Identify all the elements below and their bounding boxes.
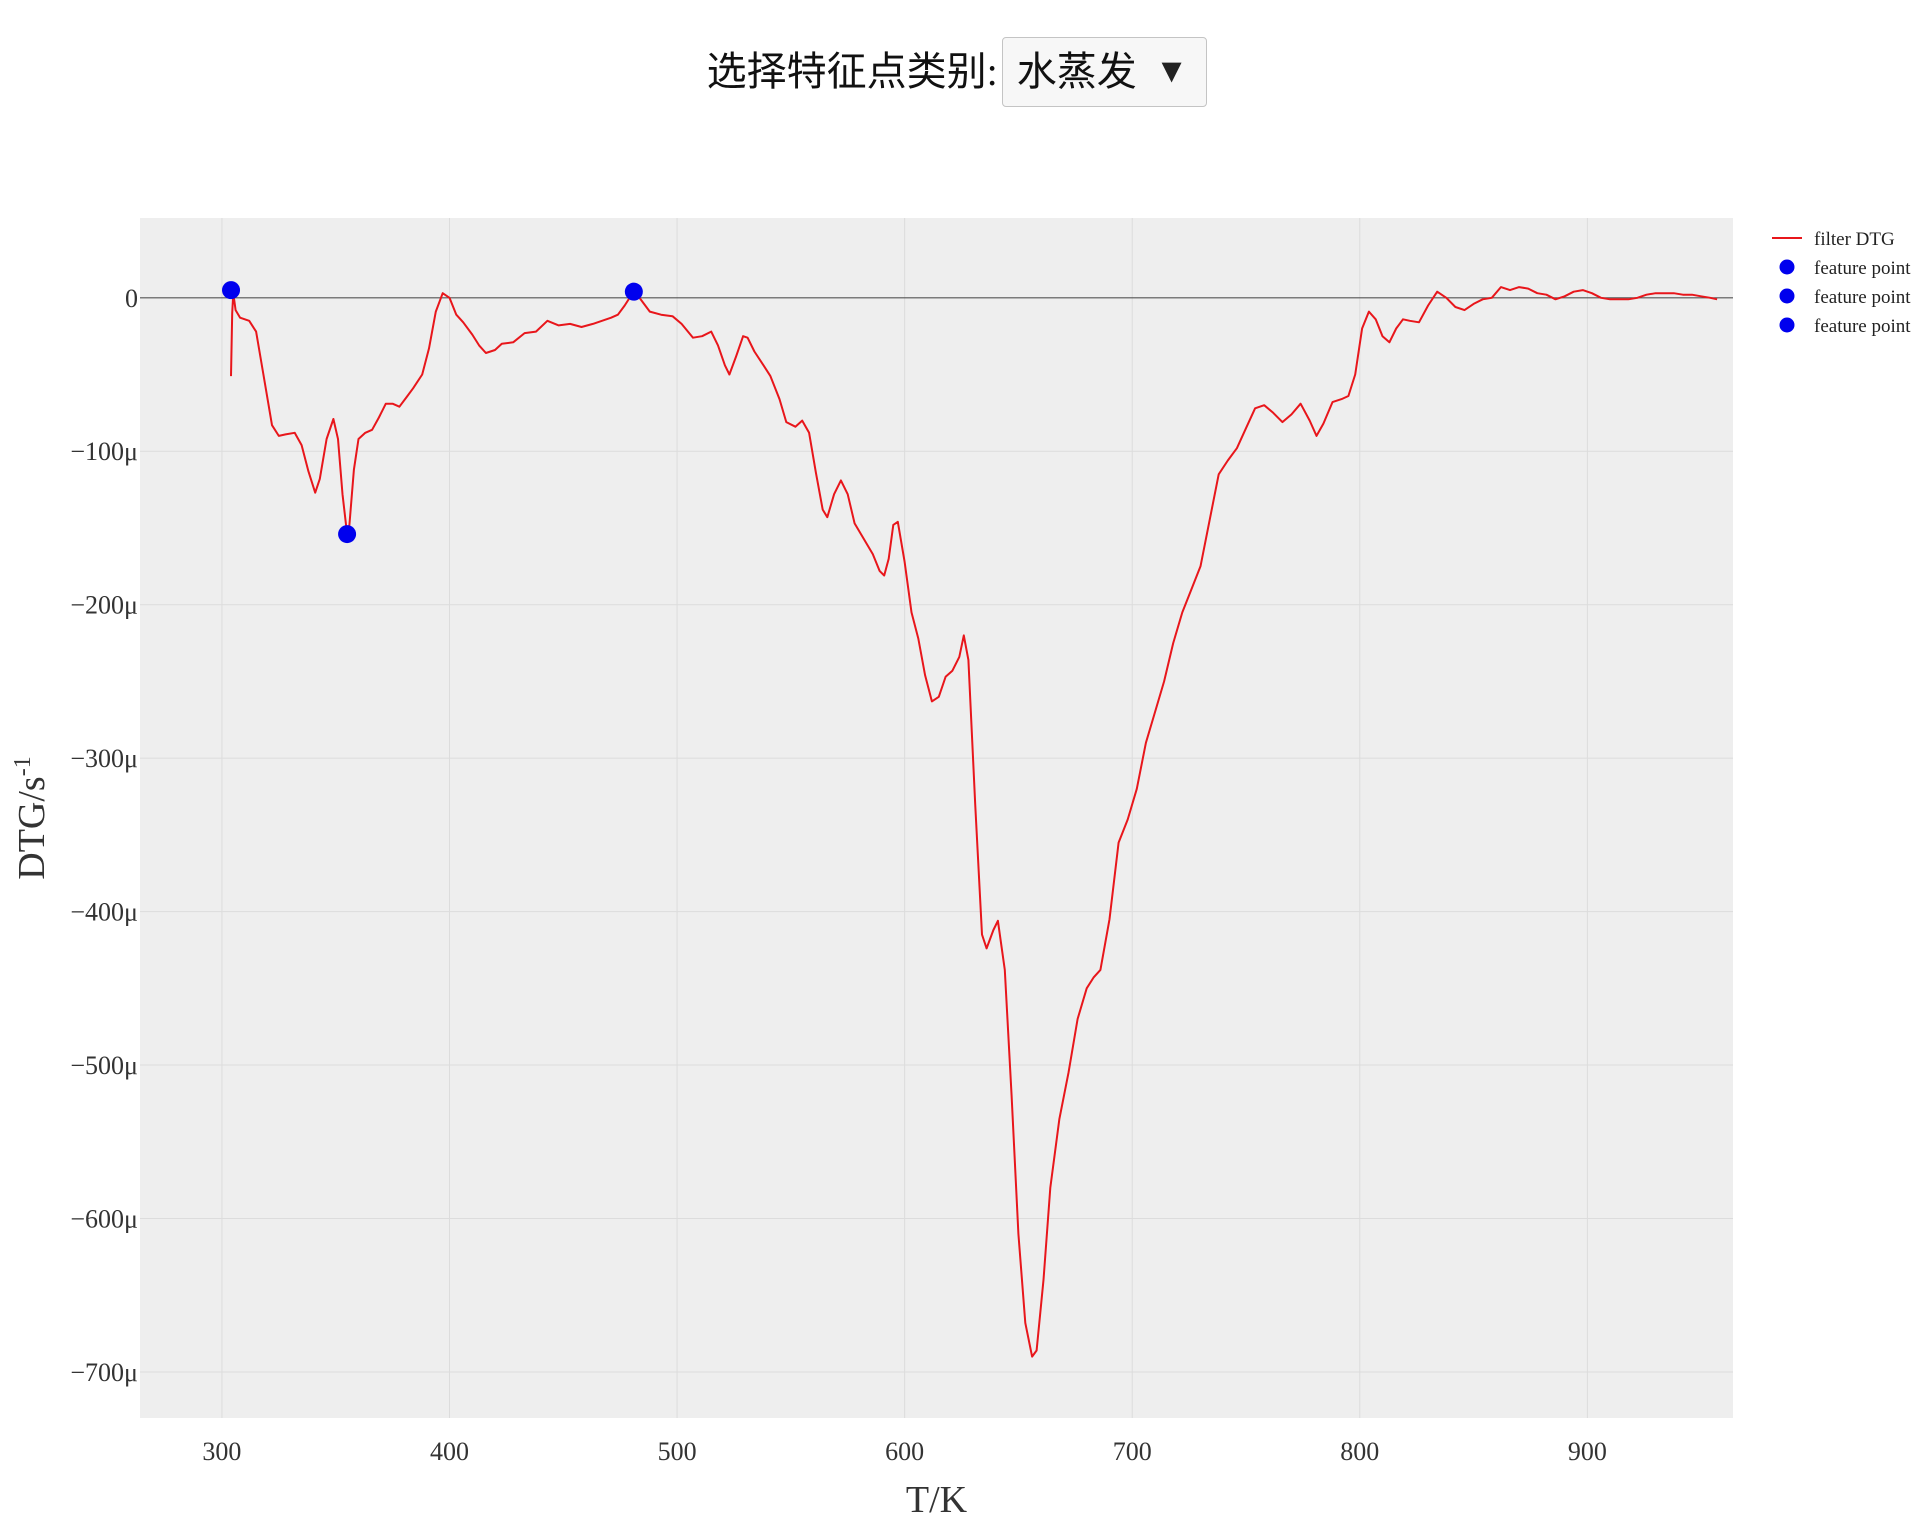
legend-item-label: filter DTG bbox=[1814, 229, 1895, 250]
x-axis-title: T/K bbox=[906, 1479, 968, 1521]
x-tick-label: 300 bbox=[202, 1437, 241, 1466]
selector-label: 选择特征点类别: bbox=[706, 49, 998, 94]
y-tick-label: −600μ bbox=[70, 1205, 138, 1234]
feature-point-marker bbox=[624, 282, 643, 301]
x-tick-label: 700 bbox=[1113, 1437, 1152, 1466]
x-tick-label: 800 bbox=[1340, 1437, 1379, 1466]
y-axis-title: DTG/s-1 bbox=[10, 756, 53, 879]
y-tick-label: −500μ bbox=[70, 1051, 138, 1080]
feature-point-marker bbox=[338, 525, 357, 544]
y-tick-label: −300μ bbox=[70, 744, 138, 773]
feature-category-selector: 选择特征点类别: 水蒸发 ▼ bbox=[0, 34, 1914, 110]
x-tick-label: 600 bbox=[885, 1437, 924, 1466]
legend-marker-swatch bbox=[1779, 259, 1795, 275]
y-tick-label: −200μ bbox=[70, 591, 138, 620]
legend-marker-swatch bbox=[1779, 288, 1795, 304]
series-line-filter-dtg bbox=[230, 286, 1718, 1358]
feature-point-marker bbox=[222, 281, 241, 300]
y-axis-title-superscript: -1 bbox=[10, 756, 36, 776]
y-axis-title-base: DTG/s bbox=[11, 776, 53, 879]
feature-category-dropdown[interactable]: 水蒸发 ▼ bbox=[1001, 37, 1208, 107]
x-tick-label: 500 bbox=[658, 1437, 697, 1466]
legend: filter DTG feature point feature point feat… bbox=[1772, 229, 1911, 337]
y-tick-label: −700μ bbox=[70, 1358, 138, 1387]
y-axis-ticks: 0 −100μ −200μ −300μ −400μ −500μ −600μ −700μ bbox=[70, 284, 138, 1387]
plot-area bbox=[140, 218, 1733, 1418]
legend-marker-swatch bbox=[1779, 317, 1795, 333]
legend-item-label: feature point bbox=[1814, 258, 1911, 279]
grid-lines bbox=[140, 218, 1733, 1418]
series-layer bbox=[222, 281, 1718, 1358]
legend-item-label: feature point bbox=[1814, 316, 1911, 337]
y-tick-label: −400μ bbox=[70, 898, 138, 927]
triangle-down-icon: ▼ bbox=[1154, 53, 1189, 90]
x-tick-label: 400 bbox=[430, 1437, 469, 1466]
y-tick-label: 0 bbox=[125, 284, 138, 313]
legend-item-label: feature point bbox=[1814, 287, 1911, 308]
dropdown-selected-value: 水蒸发 bbox=[1016, 49, 1137, 94]
x-tick-label: 900 bbox=[1568, 1437, 1607, 1466]
x-axis-ticks: 300 400 500 600 700 800 900 bbox=[202, 1437, 1606, 1466]
y-tick-label: −100μ bbox=[70, 437, 138, 466]
